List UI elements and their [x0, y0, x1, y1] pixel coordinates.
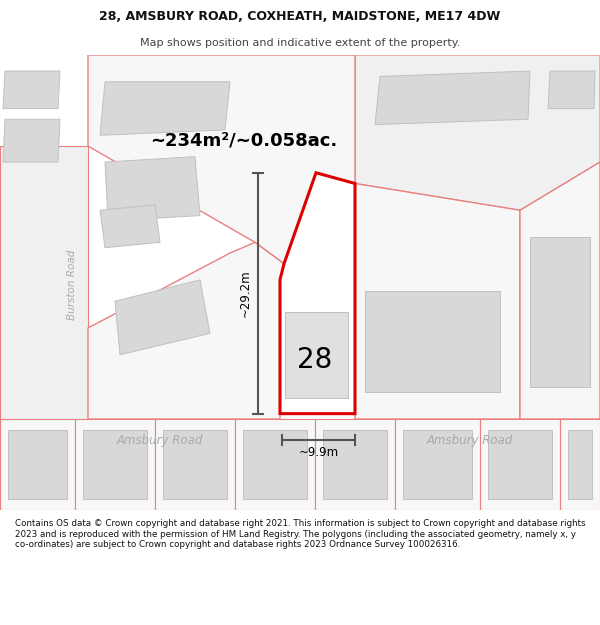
Polygon shape [105, 157, 200, 221]
Polygon shape [235, 419, 315, 510]
Text: Burston Road: Burston Road [67, 250, 77, 321]
Polygon shape [395, 419, 480, 510]
Text: Amsbury Road: Amsbury Road [117, 434, 203, 447]
Text: 28: 28 [298, 346, 332, 374]
Polygon shape [3, 71, 60, 109]
Text: Amsbury Road: Amsbury Road [427, 434, 513, 447]
Polygon shape [480, 419, 560, 510]
Text: 28, AMSBURY ROAD, COXHEATH, MAIDSTONE, ME17 4DW: 28, AMSBURY ROAD, COXHEATH, MAIDSTONE, M… [100, 10, 500, 23]
Polygon shape [115, 280, 210, 355]
Polygon shape [83, 430, 147, 499]
Polygon shape [0, 419, 75, 510]
Polygon shape [285, 312, 348, 398]
Polygon shape [315, 419, 395, 510]
Polygon shape [0, 146, 88, 456]
Polygon shape [375, 71, 530, 124]
Polygon shape [568, 430, 592, 499]
Polygon shape [520, 162, 600, 419]
Polygon shape [100, 82, 230, 135]
Polygon shape [560, 419, 600, 510]
Polygon shape [488, 430, 552, 499]
Polygon shape [163, 430, 227, 499]
Polygon shape [243, 430, 307, 499]
Polygon shape [355, 184, 520, 419]
Polygon shape [88, 242, 284, 419]
Polygon shape [355, 55, 600, 210]
Text: Contains OS data © Crown copyright and database right 2021. This information is : Contains OS data © Crown copyright and d… [15, 519, 586, 549]
Polygon shape [548, 71, 595, 109]
Polygon shape [280, 173, 355, 414]
Polygon shape [88, 55, 355, 264]
Polygon shape [323, 430, 387, 499]
Polygon shape [100, 205, 160, 248]
Text: ~29.2m: ~29.2m [239, 269, 251, 317]
Polygon shape [8, 430, 67, 499]
Text: ~9.9m: ~9.9m [298, 446, 338, 459]
Polygon shape [3, 119, 60, 162]
Text: ~234m²/~0.058ac.: ~234m²/~0.058ac. [150, 132, 337, 149]
Text: Map shows position and indicative extent of the property.: Map shows position and indicative extent… [140, 38, 460, 48]
Polygon shape [75, 419, 155, 510]
Polygon shape [155, 419, 235, 510]
Polygon shape [403, 430, 472, 499]
Polygon shape [530, 237, 590, 387]
Bar [0, 370, 600, 402]
Polygon shape [365, 291, 500, 392]
